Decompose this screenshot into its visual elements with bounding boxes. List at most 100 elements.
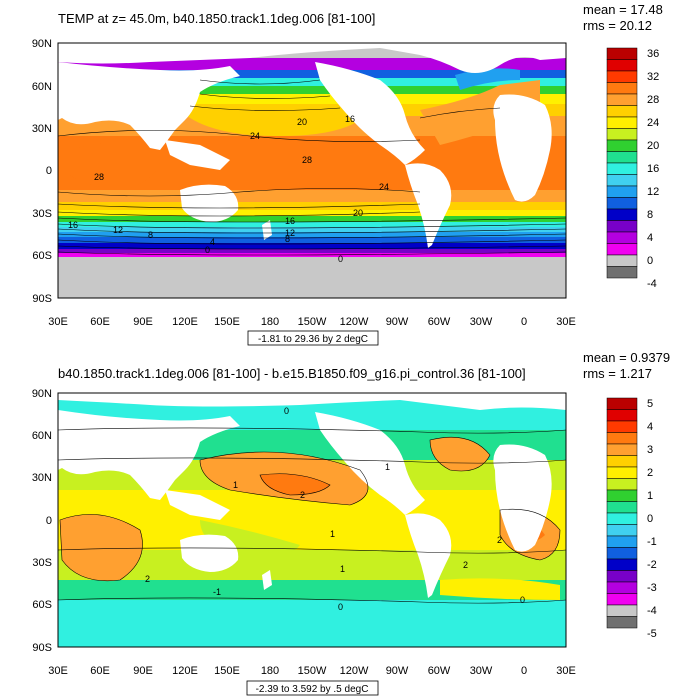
colorbar-label: 3 xyxy=(647,444,653,456)
colorbar-swatch xyxy=(606,570,638,583)
panel-1-mean: mean = 17.48 xyxy=(583,2,663,17)
colorbar-swatch xyxy=(606,231,638,244)
colorbar-label: 12 xyxy=(647,186,659,198)
panel-1: TEMP at z= 45.0m, b40.1850.track1.1deg.0… xyxy=(32,2,663,346)
x-tick-label: 90E xyxy=(133,316,153,328)
x-tick-label: 150E xyxy=(214,316,240,328)
colorbar-swatch xyxy=(606,478,638,491)
panel-1-range-note: -1.81 to 29.36 by 2 degC xyxy=(258,334,368,345)
colorbar-label: 0 xyxy=(647,255,653,267)
x-tick-label: 30E xyxy=(48,316,68,328)
panel-2-range-note: -2.39 to 3.592 by .5 degC xyxy=(256,684,369,695)
colorbar-swatch xyxy=(606,243,638,256)
colorbar-swatch xyxy=(606,547,638,560)
y-tick-label: 30N xyxy=(32,472,52,484)
contour-label: 1 xyxy=(330,529,335,539)
colorbar-swatch xyxy=(606,443,638,456)
colorbar-swatch xyxy=(606,524,638,537)
contour-label: -1 xyxy=(213,587,221,597)
y-tick-label: 90S xyxy=(32,293,52,305)
panel-1-colorbar xyxy=(606,47,638,279)
panel-2-range-box xyxy=(246,680,379,696)
colorbar-swatch xyxy=(606,593,638,606)
x-tick-label: 0 xyxy=(521,316,527,328)
x-tick-label: 150E xyxy=(214,665,240,677)
panel-1-contours xyxy=(58,79,566,256)
contour-label: 2 xyxy=(463,560,468,570)
contour-label: 2 xyxy=(497,535,502,545)
colorbar-label: -4 xyxy=(647,605,657,617)
colorbar-swatch xyxy=(606,220,638,233)
x-tick-label: 30W xyxy=(470,316,493,328)
panel-2: b40.1850.track1.1deg.006 [81-100] - b.e1… xyxy=(32,350,670,696)
colorbar-swatch xyxy=(606,409,638,422)
colorbar-label: -3 xyxy=(647,582,657,594)
x-tick-label: 60W xyxy=(428,665,451,677)
contour-label: 24 xyxy=(379,182,389,192)
colorbar-label: -2 xyxy=(647,559,657,571)
colorbar-label: -4 xyxy=(647,278,657,290)
colorbar-swatch xyxy=(606,397,638,410)
colorbar-swatch xyxy=(606,266,638,279)
y-tick-label: 60S xyxy=(32,599,52,611)
colorbar-label: 1 xyxy=(647,490,653,502)
panel-1-frame xyxy=(57,42,567,299)
x-tick-label: 60E xyxy=(90,665,110,677)
x-tick-label: 0 xyxy=(521,665,527,677)
x-tick-label: 30W xyxy=(470,665,493,677)
y-tick-label: 30S xyxy=(32,208,52,220)
x-tick-label: 90W xyxy=(386,665,409,677)
colorbar-label: 5 xyxy=(647,398,653,410)
contour-label: 0 xyxy=(338,602,343,612)
x-tick-label: 60W xyxy=(428,316,451,328)
contour-label: 2 xyxy=(145,574,150,584)
colorbar-swatch xyxy=(606,82,638,95)
y-tick-label: 90N xyxy=(32,38,52,50)
colorbar-swatch xyxy=(606,197,638,210)
colorbar-label: 2 xyxy=(647,467,653,479)
contour-label: 20 xyxy=(297,117,307,127)
contour-label: 28 xyxy=(302,155,312,165)
colorbar-swatch xyxy=(606,535,638,548)
contour-label: 24 xyxy=(250,131,260,141)
panel-1-x-axis: 30E 60E 90E 120E 150E 180 150W 120W 90W … xyxy=(48,316,576,328)
x-tick-label: 120W xyxy=(340,316,369,328)
colorbar-swatch xyxy=(606,105,638,118)
colorbar-swatch xyxy=(606,489,638,502)
colorbar-swatch xyxy=(606,59,638,72)
colorbar-label: -5 xyxy=(647,628,657,640)
contour-label: 16 xyxy=(345,114,355,124)
colorbar-swatch xyxy=(606,70,638,83)
contour-label: 8 xyxy=(285,234,290,244)
colorbar-swatch xyxy=(606,93,638,106)
contour-label: 1 xyxy=(385,462,390,472)
colorbar-label: 8 xyxy=(647,209,653,221)
colorbar-swatch xyxy=(606,604,638,617)
x-tick-label: 120W xyxy=(340,665,369,677)
panel-2-colorbar xyxy=(606,397,638,629)
x-tick-label: 60E xyxy=(90,316,110,328)
colorbar-swatch xyxy=(606,512,638,525)
panel-2-x-axis: 30E 60E 90E 120E 150E 180 150W 120W 90W … xyxy=(48,665,576,677)
contour-label: 1 xyxy=(233,480,238,490)
y-tick-label: 60N xyxy=(32,81,52,93)
panel-1-rms: rms = 20.12 xyxy=(583,18,652,33)
y-tick-label: 30S xyxy=(32,557,52,569)
y-tick-label: 60N xyxy=(32,430,52,442)
colorbar-swatch xyxy=(606,151,638,164)
colorbar-label: 32 xyxy=(647,71,659,83)
x-tick-label: 120E xyxy=(172,665,198,677)
y-tick-label: 30N xyxy=(32,123,52,135)
colorbar-label: 28 xyxy=(647,94,659,106)
colorbar-swatch xyxy=(606,162,638,175)
colorbar-swatch xyxy=(606,174,638,187)
x-tick-label: 180 xyxy=(261,665,279,677)
panel-2-frame xyxy=(57,392,567,648)
colorbar-swatch xyxy=(606,208,638,221)
x-tick-label: 180 xyxy=(261,316,279,328)
y-tick-label: 90S xyxy=(32,642,52,654)
panel-1-title: TEMP at z= 45.0m, b40.1850.track1.1deg.0… xyxy=(58,11,375,26)
colorbar-swatch xyxy=(606,47,638,60)
contour-label: 16 xyxy=(285,216,295,226)
y-tick-label: 60S xyxy=(32,250,52,262)
